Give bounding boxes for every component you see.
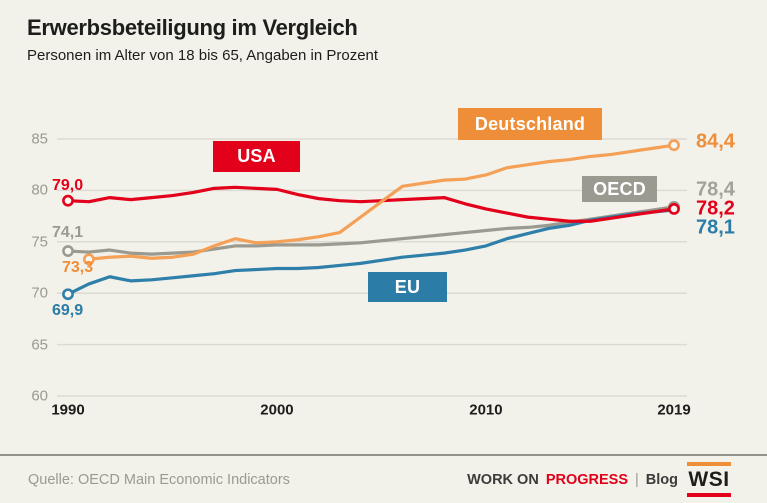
brand-progress: PROGRESS (545, 471, 628, 488)
series-label-box-eu: EU (368, 272, 447, 302)
wsi-logo: WSI (687, 462, 731, 497)
brand-blog: Blog (645, 471, 678, 488)
start-value-oecd: 74,1 (52, 224, 84, 241)
x-tick-2010: 2010 (469, 401, 503, 419)
x-tick-2019: 2019 (657, 401, 691, 419)
series-line-usa (66, 185, 676, 223)
plot-canvas (57, 138, 687, 397)
start-marker-deutschland (82, 253, 95, 266)
line-chart: 60 65 70 75 80 85 1990 2000 2010 2019 Deutschlan… (31, 108, 735, 419)
y-tick-60: 60 (31, 387, 48, 405)
footer-divider (0, 454, 767, 456)
end-value-eu: 78,1 (696, 216, 735, 239)
brand-separator: | (635, 471, 639, 488)
series-label-box-deutschland: Deutschland (458, 108, 602, 140)
y-tick-85: 85 (31, 130, 48, 148)
end-value-usa: 78,2 (696, 197, 735, 220)
y-tick-65: 65 (31, 336, 48, 354)
start-value-usa: 79,0 (52, 177, 84, 194)
start-value-deutschland: 73,3 (62, 259, 94, 276)
start-marker-usa (62, 194, 74, 207)
page-title: Erwerbsbeteiligung im Vergleich (27, 15, 358, 40)
series-line-oecd (66, 205, 676, 256)
y-tick-75: 75 (31, 233, 48, 251)
y-tick-80: 80 (31, 181, 48, 199)
end-marker-deutschland (668, 139, 680, 152)
series-label-box-oecd: OECD (582, 176, 657, 202)
series-line-eu (66, 208, 676, 296)
end-marker-usa (668, 203, 680, 215)
start-marker-eu (62, 288, 74, 301)
page-subtitle: Personen im Alter von 18 bis 65, Angaben… (27, 47, 379, 64)
start-value-eu: 69,9 (52, 302, 84, 319)
y-tick-70: 70 (31, 284, 48, 302)
series-label-box-usa: USA (213, 141, 300, 172)
end-value-deutschland: 84,4 (696, 130, 735, 153)
x-tick-2000: 2000 (260, 401, 294, 419)
series-line-deutschland (87, 143, 676, 261)
footer: Quelle: OECD Main Economic Indicators WO… (0, 456, 767, 503)
brand-work-on: WORK ON (467, 471, 539, 488)
end-value-oecd: 78,4 (696, 178, 735, 201)
start-marker-oecd (62, 245, 74, 257)
brand-line: WORK ON PROGRESS | Blog (467, 472, 678, 488)
x-tick-1990: 1990 (51, 401, 85, 419)
source-note: Quelle: OECD Main Economic Indicators (28, 471, 290, 488)
